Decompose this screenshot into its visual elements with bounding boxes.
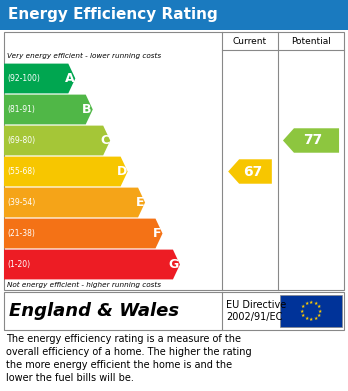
Bar: [4, 292, 344, 330]
Bar: [0, 0, 348, 30]
Polygon shape: [4, 188, 145, 217]
Polygon shape: [4, 126, 110, 155]
Text: (92-100): (92-100): [7, 74, 40, 83]
Polygon shape: [4, 157, 128, 187]
Text: overall efficiency of a home. The higher the rating: overall efficiency of a home. The higher…: [6, 347, 252, 357]
Polygon shape: [4, 95, 93, 124]
Polygon shape: [228, 159, 272, 184]
Text: ★: ★: [313, 301, 318, 306]
Text: ★: ★: [317, 313, 321, 318]
Text: ★: ★: [301, 313, 306, 318]
Bar: [280, 295, 342, 327]
Text: ★: ★: [304, 301, 309, 306]
Text: B: B: [82, 103, 92, 116]
Text: D: D: [116, 165, 127, 178]
Text: the more energy efficient the home is and the: the more energy efficient the home is an…: [6, 360, 232, 370]
Text: (1-20): (1-20): [7, 260, 30, 269]
Text: (39-54): (39-54): [7, 198, 35, 207]
Text: (81-91): (81-91): [7, 105, 35, 114]
Text: ★: ★: [309, 317, 313, 323]
Text: (21-38): (21-38): [7, 229, 35, 238]
Text: C: C: [100, 134, 109, 147]
Text: (69-80): (69-80): [7, 136, 35, 145]
Text: Current: Current: [233, 36, 267, 45]
Text: 67: 67: [243, 165, 263, 179]
Text: F: F: [153, 227, 161, 240]
Polygon shape: [4, 249, 180, 280]
Text: Very energy efficient - lower running costs: Very energy efficient - lower running co…: [7, 53, 161, 59]
Polygon shape: [283, 128, 339, 153]
Text: lower the fuel bills will be.: lower the fuel bills will be.: [6, 373, 134, 383]
Polygon shape: [4, 64, 75, 93]
Text: Not energy efficient - higher running costs: Not energy efficient - higher running co…: [7, 282, 161, 288]
Text: (55-68): (55-68): [7, 167, 35, 176]
Text: The energy efficiency rating is a measure of the: The energy efficiency rating is a measur…: [6, 334, 241, 344]
Text: 77: 77: [303, 133, 323, 147]
Text: E: E: [136, 196, 144, 209]
Text: ★: ★: [300, 308, 304, 314]
Text: A: A: [65, 72, 74, 85]
Text: Energy Efficiency Rating: Energy Efficiency Rating: [8, 7, 218, 23]
Text: ★: ★: [309, 300, 313, 305]
Text: England & Wales: England & Wales: [9, 302, 179, 320]
Text: EU Directive: EU Directive: [226, 300, 286, 310]
Text: Potential: Potential: [291, 36, 331, 45]
Text: ★: ★: [317, 304, 321, 309]
Text: ★: ★: [318, 308, 322, 314]
Text: ★: ★: [304, 316, 309, 321]
Polygon shape: [4, 219, 163, 248]
Text: 2002/91/EC: 2002/91/EC: [226, 312, 282, 322]
Text: ★: ★: [313, 316, 318, 321]
Text: ★: ★: [301, 304, 306, 309]
Text: G: G: [169, 258, 179, 271]
Bar: [4, 32, 344, 290]
